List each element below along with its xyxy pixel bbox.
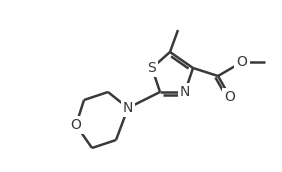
Text: O: O — [224, 90, 235, 104]
Text: S: S — [147, 61, 157, 75]
Text: O: O — [237, 55, 247, 69]
Text: N: N — [180, 85, 190, 99]
Text: N: N — [123, 101, 133, 115]
Text: O: O — [70, 118, 81, 132]
